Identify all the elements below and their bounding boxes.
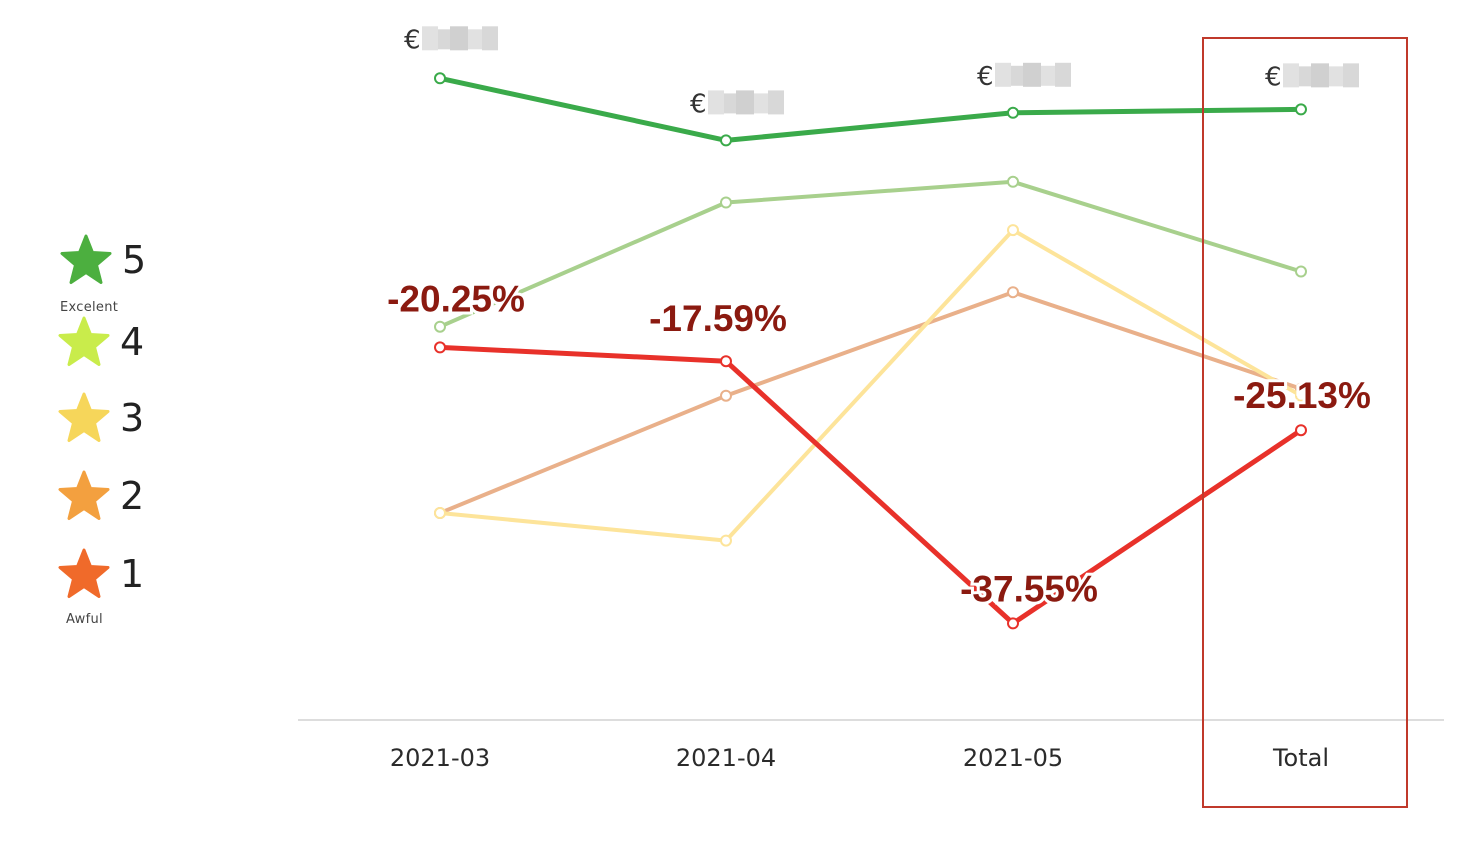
legend-number: 2 [120,474,145,518]
data-point [1007,617,1019,630]
legend-star-shape-4 [58,316,110,366]
data-point [1295,389,1307,402]
data-point [434,507,446,519]
legend-star-shape-5 [60,234,112,284]
star-icon [58,316,110,368]
star-icon [58,470,110,522]
change-percent-label: -20.25% [387,278,525,319]
top-value-label: € [690,89,707,119]
top-value-label: € [404,25,421,55]
legend-star-shape-2 [58,470,110,520]
legend-item-1: 1 [58,548,144,600]
legend-caption-excelent: Excelent [60,300,119,315]
data-point [720,134,732,147]
data-point [1007,175,1019,188]
star-icon [58,548,110,600]
legend-caption-awful: Awful [66,612,103,627]
data-point [434,320,446,333]
legend-item-4: 4 [58,316,144,368]
labels-layer: € € € € -20.25% -17.59% -37.55% -25.13% [384,25,1374,612]
legend-number: 4 [120,320,145,364]
series-4-star [434,175,1307,333]
data-point [720,196,732,209]
top-value-label: € [1265,62,1282,92]
data-point [1295,265,1307,278]
data-point [1295,103,1307,116]
legend-number: 3 [120,396,145,440]
x-tick-label: 2021-05 [963,744,1063,772]
legend-number: 5 [122,238,147,282]
legend-star-shape-3 [58,392,110,442]
data-point [720,534,732,547]
series-layer [434,72,1307,630]
x-tick-label: Total [1272,744,1329,772]
series-5-star [434,72,1307,147]
star-icon [58,392,110,444]
legend-item-5: 5 [60,234,146,286]
redacted-amount [422,26,498,51]
data-point [1007,286,1019,299]
legend-number: 1 [120,552,145,596]
series-line-5-star [439,75,1302,143]
redacted-amount [995,62,1071,87]
series-line-2-star [439,290,1302,515]
change-percent-label: -25.13% [1233,375,1371,416]
legend-star-shape-1 [58,548,110,598]
top-value-label: € [977,62,994,92]
legend-item-2: 2 [58,470,144,522]
data-point [720,355,732,368]
change-percent-label: -37.55% [960,568,1098,609]
data-point [1007,224,1019,237]
series-line-4-star [439,179,1302,329]
x-tick-label: 2021-04 [676,744,776,772]
data-point [434,341,446,354]
series-3-star [434,224,1307,547]
x-tick-labels: 2021-03 2021-04 2021-05 Total [390,744,1329,772]
star-icon [60,234,112,286]
redacted-amount [708,90,784,115]
series-line-1-star [439,344,1303,626]
redacted-amount [1283,63,1359,88]
data-point [434,72,446,85]
total-highlight-box [1202,37,1408,808]
series-1-star [434,341,1307,630]
change-percent-label: -17.59% [649,298,787,339]
data-point [720,389,732,402]
series-line-3-star [439,228,1302,543]
data-point [1295,424,1307,437]
data-point [1007,106,1019,119]
legend-item-3: 3 [58,392,144,444]
x-tick-label: 2021-03 [390,744,490,772]
